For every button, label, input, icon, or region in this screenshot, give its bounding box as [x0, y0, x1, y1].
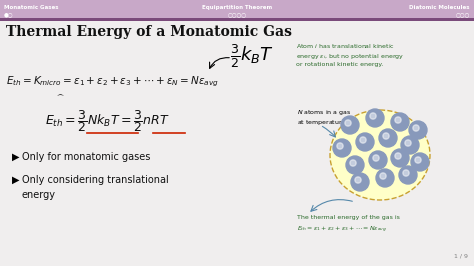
Text: $\frown$: $\frown$ — [55, 91, 65, 97]
Circle shape — [350, 160, 356, 166]
Circle shape — [405, 140, 411, 146]
Circle shape — [401, 136, 419, 154]
Circle shape — [356, 133, 374, 151]
Circle shape — [337, 143, 343, 149]
Text: $\frac{3}{2}k_BT$: $\frac{3}{2}k_BT$ — [230, 42, 274, 70]
Circle shape — [411, 153, 429, 171]
Text: $E_{th} = \dfrac{3}{2}Nk_BT = \dfrac{3}{2}nRT$: $E_{th} = \dfrac{3}{2}Nk_BT = \dfrac{3}{… — [45, 108, 170, 134]
Circle shape — [355, 177, 361, 183]
Circle shape — [379, 129, 397, 147]
Circle shape — [413, 125, 419, 131]
Circle shape — [370, 113, 376, 119]
Text: $E_{th} = \epsilon_1 + \epsilon_2 + \epsilon_3 + \cdots = N\epsilon_{avg}$: $E_{th} = \epsilon_1 + \epsilon_2 + \eps… — [297, 225, 387, 235]
Circle shape — [341, 116, 359, 134]
Circle shape — [369, 151, 387, 169]
Circle shape — [409, 121, 427, 139]
Circle shape — [403, 170, 409, 176]
Circle shape — [380, 173, 386, 179]
Text: $N$ atoms in a gas: $N$ atoms in a gas — [297, 108, 351, 117]
Circle shape — [376, 169, 394, 187]
Bar — [0, 0, 474, 18]
Text: ○○○○: ○○○○ — [228, 12, 246, 17]
Text: 1 / 9: 1 / 9 — [454, 253, 468, 258]
Circle shape — [373, 155, 379, 161]
Circle shape — [391, 113, 409, 131]
Circle shape — [346, 156, 364, 174]
Text: ●○: ●○ — [4, 12, 13, 17]
Circle shape — [333, 139, 351, 157]
Text: energy $\epsilon_i$, but no potential energy: energy $\epsilon_i$, but no potential en… — [296, 52, 404, 61]
Text: energy: energy — [22, 190, 56, 200]
Text: $\blacktriangleright$: $\blacktriangleright$ — [10, 175, 21, 186]
Circle shape — [391, 149, 409, 167]
Bar — [0, 18, 474, 21]
Text: Atom $i$ has translational kinetic: Atom $i$ has translational kinetic — [296, 42, 395, 50]
Circle shape — [395, 117, 401, 123]
Text: Monatomic Gases: Monatomic Gases — [4, 5, 58, 10]
Text: Thermal Energy of a Monatomic Gas: Thermal Energy of a Monatomic Gas — [6, 25, 292, 39]
Text: Only for monatomic gases: Only for monatomic gases — [22, 152, 150, 162]
Ellipse shape — [330, 110, 430, 200]
Circle shape — [366, 109, 384, 127]
Text: or rotational kinetic energy.: or rotational kinetic energy. — [296, 62, 383, 67]
Circle shape — [399, 166, 417, 184]
Circle shape — [360, 137, 366, 143]
Circle shape — [415, 157, 421, 163]
Circle shape — [345, 120, 351, 126]
Text: Only considering translational: Only considering translational — [22, 175, 169, 185]
Text: The thermal energy of the gas is: The thermal energy of the gas is — [297, 215, 400, 220]
Circle shape — [383, 133, 389, 139]
Text: $E_{th} = K_{micro} = \epsilon_1 + \epsilon_2 + \epsilon_3 + \cdots + \epsilon_N: $E_{th} = K_{micro} = \epsilon_1 + \epsi… — [6, 75, 219, 89]
Text: ○○○: ○○○ — [456, 12, 470, 17]
Circle shape — [351, 173, 369, 191]
Text: at temperature $T$: at temperature $T$ — [297, 118, 353, 127]
Text: Diatomic Molecules: Diatomic Molecules — [410, 5, 470, 10]
Text: $\blacktriangleright$: $\blacktriangleright$ — [10, 152, 21, 164]
Text: Equipartition Theorem: Equipartition Theorem — [202, 5, 272, 10]
Circle shape — [395, 153, 401, 159]
